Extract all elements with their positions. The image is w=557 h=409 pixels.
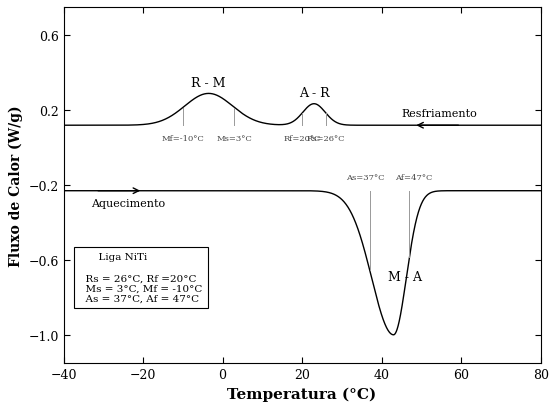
Text: Rf=20°C: Rf=20°C — [284, 134, 321, 142]
Text: Liga NiTi

  Rs = 26°C, Rf =20°C
  Ms = 3°C, Mf = -10°C
  As = 37°C, Af = 47°C: Liga NiTi Rs = 26°C, Rf =20°C Ms = 3°C, … — [80, 253, 203, 303]
Text: As=37°C: As=37°C — [346, 174, 385, 182]
Text: Resfriamento: Resfriamento — [401, 108, 477, 119]
Y-axis label: Fluxo de Calor (W/g): Fluxo de Calor (W/g) — [8, 105, 23, 266]
Text: Ms=3°C: Ms=3°C — [217, 134, 252, 142]
Text: Mf=-10°C: Mf=-10°C — [162, 134, 204, 142]
Text: Rs=26°C: Rs=26°C — [307, 134, 345, 142]
X-axis label: Temperatura (°C): Temperatura (°C) — [227, 387, 377, 401]
Text: Aquecimento: Aquecimento — [91, 199, 165, 209]
Text: M - A: M - A — [388, 270, 422, 283]
Text: R - M: R - M — [192, 76, 226, 90]
Text: Af=47°C: Af=47°C — [395, 174, 432, 182]
Text: A - R: A - R — [299, 87, 329, 100]
